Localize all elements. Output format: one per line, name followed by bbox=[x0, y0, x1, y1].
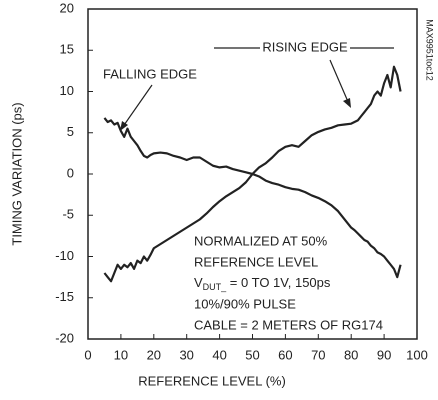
x-tick-label: 80 bbox=[344, 347, 358, 362]
y-tick-label: 0 bbox=[67, 165, 74, 180]
arrowhead bbox=[343, 98, 351, 108]
x-tick-label: 60 bbox=[278, 347, 292, 362]
x-tick-label: 40 bbox=[212, 347, 226, 362]
note-line: NORMALIZED AT 50% bbox=[194, 233, 328, 248]
series-label: FALLING EDGE bbox=[103, 66, 197, 81]
arrowhead bbox=[120, 121, 128, 131]
series-label: RISING EDGE bbox=[262, 39, 348, 54]
x-tick-label: 20 bbox=[147, 347, 161, 362]
x-tick-label: 0 bbox=[84, 347, 91, 362]
y-tick-label: 20 bbox=[60, 0, 74, 15]
x-tick-label: 100 bbox=[406, 347, 428, 362]
y-tick-label: -15 bbox=[55, 289, 74, 304]
y-tick-label: 15 bbox=[60, 42, 74, 57]
note-line: VDUT_ = 0 TO 1V, 150ps bbox=[194, 275, 331, 292]
y-tick-label: -20 bbox=[55, 330, 74, 345]
figure-id: MAX9951toc12 bbox=[425, 19, 435, 81]
note-line: 10%/90% PULSE bbox=[194, 296, 296, 311]
note-subscript: DUT_ bbox=[203, 282, 227, 292]
x-tick-label: 70 bbox=[311, 347, 325, 362]
note-line: CABLE = 2 METERS OF RG174 bbox=[194, 317, 383, 332]
y-tick-label: 5 bbox=[67, 124, 74, 139]
leader bbox=[329, 59, 350, 105]
note-line: REFERENCE LEVEL bbox=[194, 254, 318, 269]
note-text: = 0 TO 1V, 150ps bbox=[226, 275, 331, 290]
y-tick-label: -5 bbox=[62, 207, 74, 222]
leader bbox=[121, 84, 153, 129]
series-line bbox=[103, 65, 402, 283]
y-tick-label: -10 bbox=[55, 248, 74, 263]
x-tick-label: 30 bbox=[179, 347, 193, 362]
x-axis-label: REFERENCE LEVEL (%) bbox=[138, 373, 286, 388]
note-text: V bbox=[194, 275, 203, 290]
x-tick-label: 90 bbox=[377, 347, 391, 362]
y-tick-label: 10 bbox=[60, 83, 74, 98]
x-tick-label: 50 bbox=[245, 347, 259, 362]
y-axis-label: TIMING VARIATION (ps) bbox=[9, 102, 24, 245]
series-line bbox=[103, 117, 402, 279]
x-tick-label: 10 bbox=[114, 347, 128, 362]
